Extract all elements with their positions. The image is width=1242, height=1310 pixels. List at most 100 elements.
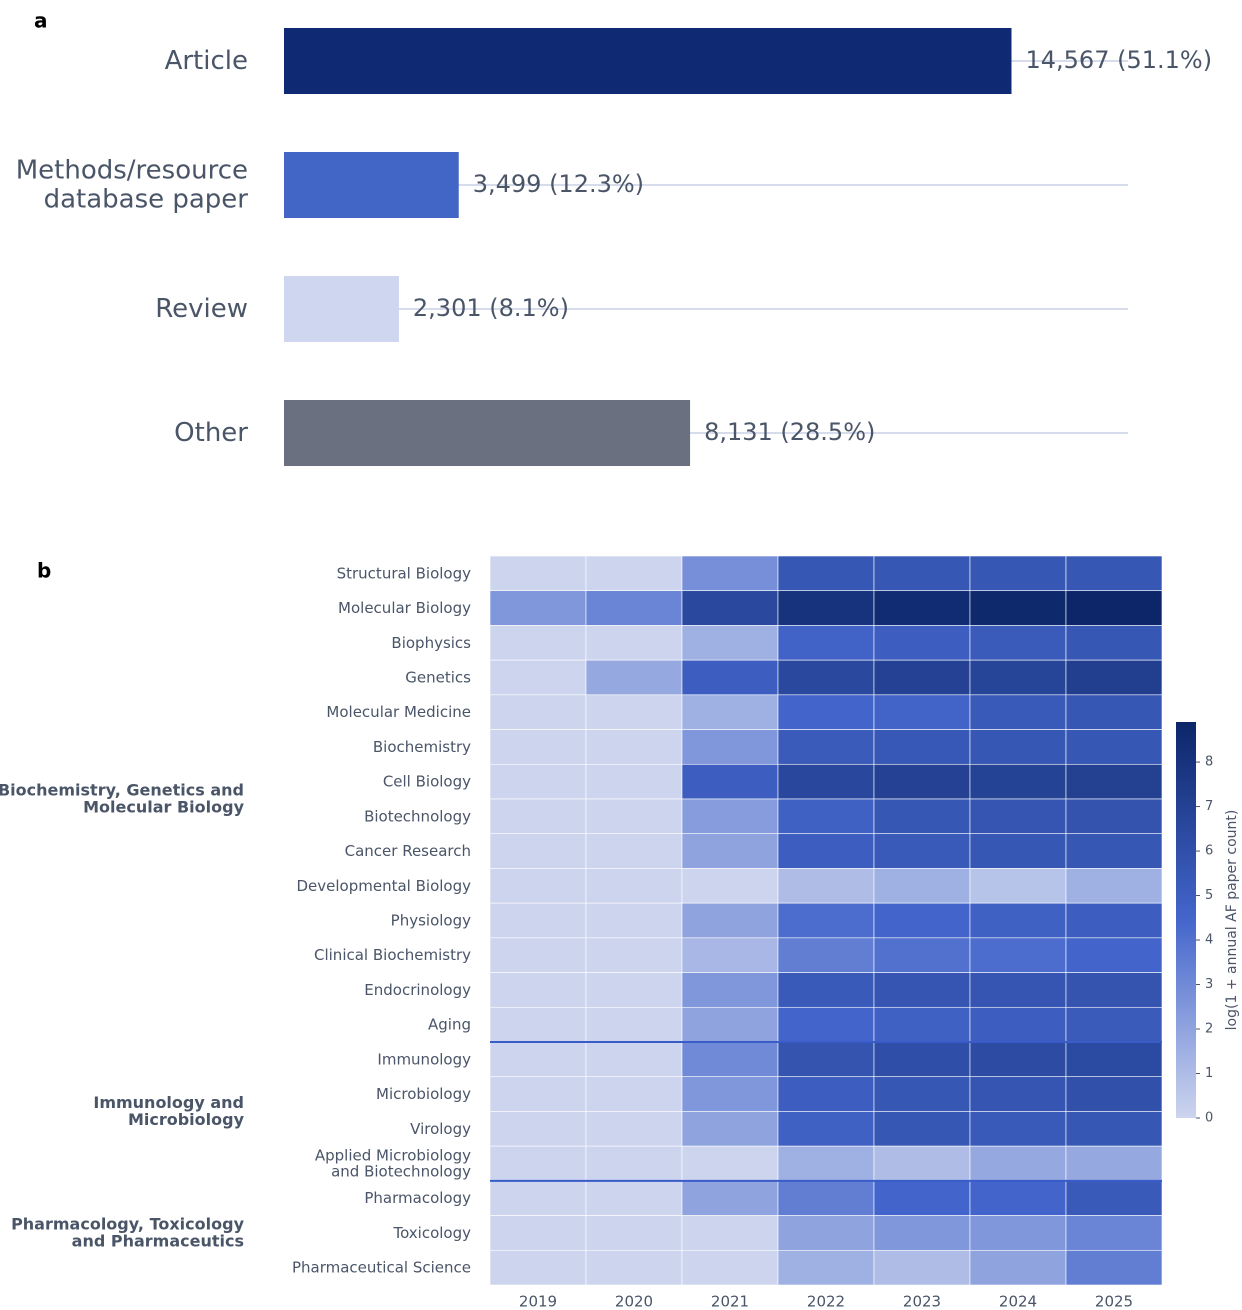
heatmap-cell xyxy=(969,1249,1067,1286)
group-label-line: and Pharmaceutics xyxy=(72,1231,244,1250)
heatmap-cell xyxy=(969,937,1067,973)
heatmap-cell xyxy=(873,1145,971,1182)
heatmap-cell xyxy=(1065,833,1163,869)
row-label: Clinical Biochemistry xyxy=(314,946,471,964)
heatmap-cell xyxy=(585,868,683,904)
row-label-line: Biotechnology xyxy=(364,807,471,825)
heatmap-cell xyxy=(873,972,971,1008)
heatmap-cell xyxy=(873,798,971,835)
x-tick-label: 2019 xyxy=(519,1293,557,1310)
bar xyxy=(284,152,459,218)
category-label-line: Review xyxy=(155,294,248,324)
heatmap-cell xyxy=(873,902,971,939)
heatmap-cell xyxy=(585,937,683,973)
heatmap-cell xyxy=(585,972,683,1008)
category-label-line: Article xyxy=(165,46,248,76)
row-label: Virology xyxy=(410,1119,471,1137)
heatmap-cell xyxy=(1065,1076,1163,1112)
heatmap-cell xyxy=(873,868,971,904)
heatmap-cell xyxy=(585,1076,683,1112)
category-label-line: database paper xyxy=(44,184,249,214)
heatmap-cell xyxy=(873,1111,971,1147)
heatmap-cell xyxy=(873,833,971,869)
heatmap-cell xyxy=(489,972,587,1008)
bar xyxy=(284,28,1012,94)
heatmap-cell xyxy=(681,1145,779,1182)
heatmap-cell xyxy=(777,625,875,661)
row-label: Physiology xyxy=(391,911,471,929)
value-label: 3,499 (12.3%) xyxy=(473,170,644,198)
heatmap-cell xyxy=(489,590,587,626)
heatmap-cell xyxy=(873,1041,971,1078)
row-label: Biochemistry xyxy=(373,737,471,755)
heatmap-cell xyxy=(1065,1006,1163,1043)
heatmap-cell xyxy=(1065,1249,1163,1286)
heatmap-cell xyxy=(777,659,875,696)
heatmap-cell xyxy=(681,937,779,973)
heatmap-cell xyxy=(585,833,683,869)
row-label-line: and Biotechnology xyxy=(331,1162,471,1180)
row-label: Genetics xyxy=(405,668,471,686)
bar xyxy=(284,400,691,466)
heatmap-cell xyxy=(969,868,1067,904)
group-label: Immunology and Microbiology xyxy=(93,1092,244,1128)
heatmap-cell xyxy=(873,590,971,626)
heatmap-cell xyxy=(681,868,779,904)
row-label-line: Aging xyxy=(428,1015,471,1033)
heatmap-cell xyxy=(1065,937,1163,973)
heatmap-cell xyxy=(777,555,875,592)
heatmap-cell xyxy=(969,1111,1067,1147)
heatmap-cell xyxy=(489,798,587,835)
heatmap-cell xyxy=(489,1180,587,1216)
heatmap-cell xyxy=(777,1006,875,1043)
heatmap-cell xyxy=(681,555,779,592)
heatmap-cell xyxy=(585,729,683,765)
heatmap-cell xyxy=(777,1041,875,1078)
heatmap-cell xyxy=(585,625,683,661)
row-label-line: Biophysics xyxy=(391,633,471,651)
row-label: Pharmacology xyxy=(364,1189,471,1207)
heatmap-cell xyxy=(777,902,875,939)
value-label: 8,131 (28.5%) xyxy=(704,418,875,446)
heatmap-cell xyxy=(681,694,779,730)
x-tick-label: 2025 xyxy=(1095,1293,1133,1310)
heatmap-cell xyxy=(873,1006,971,1043)
heatmap-cell xyxy=(873,1076,971,1112)
heatmap-cell xyxy=(1065,590,1163,626)
row-label: Structural Biology xyxy=(337,564,472,582)
colorbar-tick-label: 4 xyxy=(1205,933,1213,948)
heatmap-cell xyxy=(489,1249,587,1286)
heatmap-cell xyxy=(585,555,683,592)
heatmap-cell xyxy=(873,1215,971,1251)
heatmap-cell xyxy=(777,798,875,835)
heatmap-cell xyxy=(969,798,1067,835)
heatmap-cell xyxy=(489,659,587,696)
x-tick-label: 2020 xyxy=(615,1293,653,1310)
group-label-line: Pharmacology, Toxicology xyxy=(11,1214,245,1233)
group-label-line: Immunology and xyxy=(93,1092,244,1111)
heatmap-cell xyxy=(585,1215,683,1251)
colorbar-tick-label: 7 xyxy=(1205,799,1213,814)
heatmap-cell xyxy=(489,555,587,592)
heatmap-cell xyxy=(489,1041,587,1078)
category-label-line: Methods/resource xyxy=(16,155,248,185)
colorbar-tick-label: 5 xyxy=(1205,888,1213,903)
group-label: Pharmacology, Toxicology and Pharmaceutic… xyxy=(11,1214,245,1250)
heatmap-cell xyxy=(969,972,1067,1008)
heatmap-cell xyxy=(1065,1180,1163,1216)
heatmap-cell xyxy=(681,972,779,1008)
heatmap-cell xyxy=(681,1215,779,1251)
heatmap-cell xyxy=(1065,659,1163,696)
row-label-line: Biochemistry xyxy=(373,737,471,755)
heatmap-cell xyxy=(969,902,1067,939)
heatmap-cell xyxy=(1065,1041,1163,1078)
heatmap-cell xyxy=(873,763,971,800)
heatmap-cell xyxy=(777,1249,875,1286)
row-label: Cancer Research xyxy=(345,842,471,860)
heatmap-cell xyxy=(489,868,587,904)
heatmap-cell xyxy=(1065,729,1163,765)
group-label: Biochemistry, Genetics and Molecular Biol… xyxy=(0,780,245,816)
heatmap-cell xyxy=(681,729,779,765)
heatmap-cell xyxy=(873,937,971,973)
row-label-line: Developmental Biology xyxy=(297,876,472,894)
